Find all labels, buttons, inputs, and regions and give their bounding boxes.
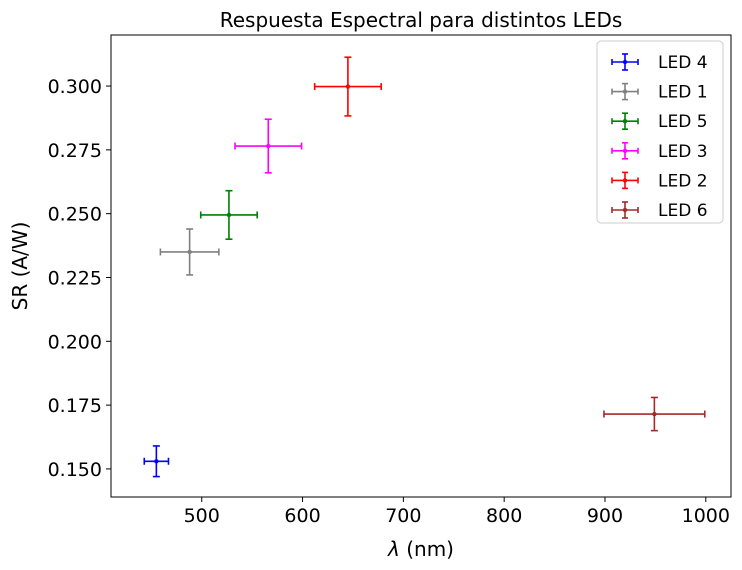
series-led-3 xyxy=(234,118,303,174)
legend-entry: LED 2 xyxy=(611,171,708,191)
series-led-4 xyxy=(143,445,170,478)
data-point xyxy=(187,249,192,255)
data-series xyxy=(143,56,706,478)
x-tick-label: 800 xyxy=(486,505,522,527)
legend-label: LED 6 xyxy=(658,201,708,221)
legend-entry: LED 4 xyxy=(611,53,708,73)
legend-entry: LED 5 xyxy=(611,112,708,132)
x-axis-label-symbol: λ xyxy=(387,537,400,561)
legend-marker-point xyxy=(622,178,628,183)
y-tick-label: 0.250 xyxy=(48,204,102,226)
x-tick-label: 700 xyxy=(385,505,421,527)
x-tick-label: 900 xyxy=(587,505,623,527)
legend-marker-point xyxy=(622,207,628,213)
legend-entry: LED 1 xyxy=(611,83,708,103)
y-tick-label: 0.300 xyxy=(48,76,102,98)
legend: LED 4 LED 1 LED 5 LED 3 LED 2 LED 6 xyxy=(596,40,724,224)
data-point xyxy=(266,143,271,149)
series-led-2 xyxy=(313,56,382,117)
legend-marker-point xyxy=(622,59,628,65)
y-tick-label: 0.150 xyxy=(48,459,102,481)
data-point xyxy=(154,459,159,464)
y-tick-label: 0.175 xyxy=(48,395,102,417)
series-led-6 xyxy=(603,396,706,432)
y-axis: 0.150 0.175 0.200 0.225 0.250 0.275 0.300 xyxy=(48,76,111,481)
y-tick-label: 0.275 xyxy=(48,140,102,162)
series-led-1 xyxy=(159,228,220,276)
legend-marker-point xyxy=(622,119,628,124)
data-point xyxy=(652,411,657,417)
chart-title: Respuesta Espectral para distintos LEDs xyxy=(220,8,623,32)
x-tick-label: 600 xyxy=(284,505,320,527)
legend-label: LED 1 xyxy=(658,83,708,103)
y-tick-label: 0.200 xyxy=(48,331,102,353)
legend-entry: LED 6 xyxy=(611,201,708,221)
legend-label: LED 4 xyxy=(658,53,708,73)
x-axis-label: λ (nm) xyxy=(387,537,454,561)
legend-label: LED 3 xyxy=(658,142,708,162)
x-axis: 500 600 700 800 900 1000 xyxy=(184,497,730,527)
x-tick-label: 500 xyxy=(184,505,220,527)
series-led-5 xyxy=(199,189,258,240)
plot-frame xyxy=(110,34,732,498)
data-point xyxy=(345,84,351,89)
legend-box xyxy=(596,40,724,224)
legend-marker-point xyxy=(622,148,628,153)
y-tick-label: 0.225 xyxy=(48,267,102,289)
legend-label: LED 2 xyxy=(658,171,708,191)
legend-entry: LED 3 xyxy=(611,142,708,162)
legend-label: LED 5 xyxy=(658,112,708,132)
x-axis-label-unit: (nm) xyxy=(400,537,454,561)
data-point xyxy=(226,212,232,218)
y-axis-label: SR (A/W) xyxy=(8,222,32,311)
legend-marker-point xyxy=(622,89,628,94)
x-tick-label: 1000 xyxy=(682,505,730,527)
